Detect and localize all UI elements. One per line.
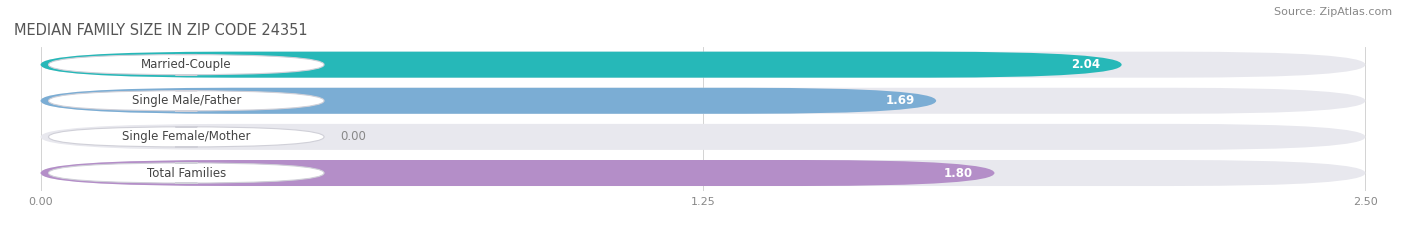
Text: 1.69: 1.69	[886, 94, 915, 107]
FancyBboxPatch shape	[41, 160, 1365, 186]
FancyBboxPatch shape	[41, 88, 1365, 114]
Text: MEDIAN FAMILY SIZE IN ZIP CODE 24351: MEDIAN FAMILY SIZE IN ZIP CODE 24351	[14, 24, 308, 38]
Text: Total Families: Total Families	[146, 167, 226, 179]
Text: 1.80: 1.80	[945, 167, 973, 179]
FancyBboxPatch shape	[41, 88, 936, 114]
FancyBboxPatch shape	[41, 124, 1365, 150]
Text: Married-Couple: Married-Couple	[141, 58, 232, 71]
FancyBboxPatch shape	[48, 163, 325, 183]
Text: 0.00: 0.00	[340, 130, 366, 143]
Text: Source: ZipAtlas.com: Source: ZipAtlas.com	[1274, 7, 1392, 17]
FancyBboxPatch shape	[48, 55, 325, 75]
Text: 2.04: 2.04	[1071, 58, 1101, 71]
FancyBboxPatch shape	[48, 127, 325, 147]
Text: Single Male/Father: Single Male/Father	[132, 94, 240, 107]
FancyBboxPatch shape	[41, 52, 1122, 78]
FancyBboxPatch shape	[48, 91, 325, 111]
Text: Single Female/Mother: Single Female/Mother	[122, 130, 250, 143]
FancyBboxPatch shape	[41, 160, 994, 186]
FancyBboxPatch shape	[41, 52, 1365, 78]
